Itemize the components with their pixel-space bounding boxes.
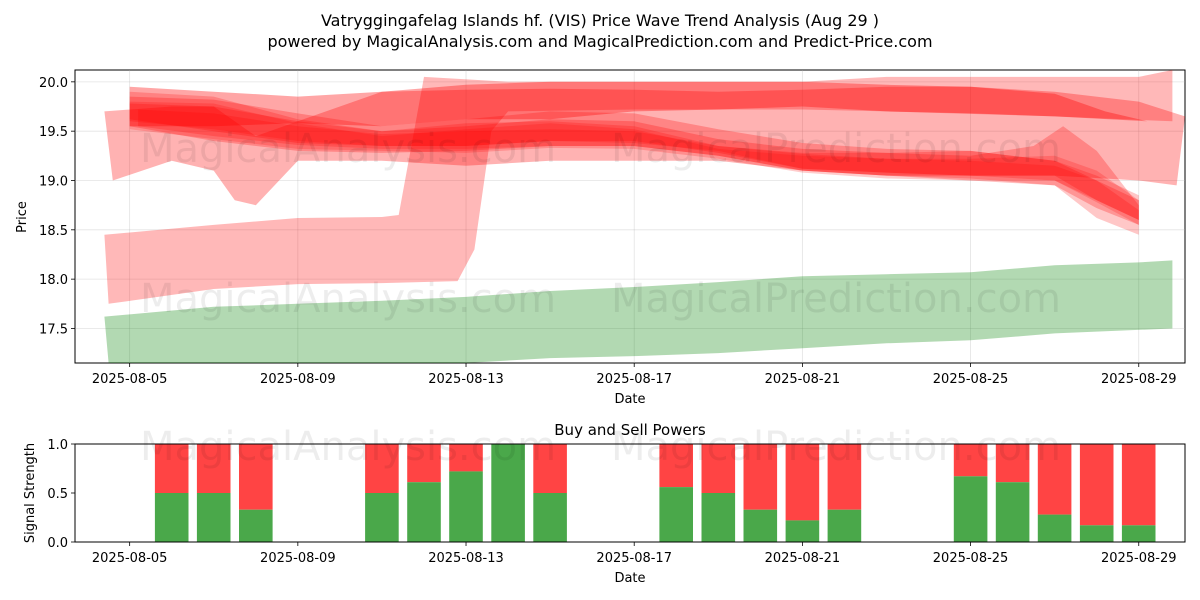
watermark-left: MagicalAnalysis.com [140, 126, 556, 172]
buy-power-bar [154, 493, 189, 542]
sell-power-bar [1121, 444, 1156, 526]
buy-power-bar [827, 509, 862, 542]
watermark-bottom-right: MagicalPrediction.com [611, 424, 1061, 470]
price-x-tick-label: 2025-08-13 [428, 372, 504, 387]
buy-power-bar [953, 476, 988, 542]
red-prediction-band-4 [129, 103, 1139, 220]
signal-axis-ticks: 2025-08-05 2025-08-09 2025-08-13 2025-08-17… [47, 438, 1176, 566]
chart-title-line1: Vatryggingafelag Islands hf. (VIS) Price… [321, 11, 879, 30]
sell-power-bar [365, 444, 399, 493]
buy-power-bar [533, 493, 567, 542]
red-prediction-band-2 [129, 81, 1148, 127]
price-grid [75, 70, 1185, 363]
sell-power-bar [827, 444, 862, 510]
price-y-tick-label: 20.0 [39, 76, 68, 91]
signal-chart-title: Buy and Sell Powers [554, 421, 706, 439]
watermark-right-lower: MagicalPrediction.com [611, 276, 1061, 322]
sell-power-bar [239, 444, 273, 510]
signal-y-axis-label: Signal Strength [23, 443, 38, 543]
sell-power-bar [953, 444, 988, 477]
sell-power-bar [154, 444, 189, 493]
sell-power-bar [659, 444, 693, 488]
green-prediction-band-8 [104, 260, 1173, 363]
buy-power-bar [491, 444, 525, 542]
buy-power-bar [1079, 525, 1114, 542]
price-y-tick-label: 18.5 [39, 224, 68, 239]
sell-power-bar [196, 444, 231, 493]
signal-y-tick-label: 0.5 [47, 487, 68, 502]
buy-power-bar [449, 471, 483, 542]
buy-power-bar [1121, 525, 1156, 542]
price-x-tick-label: 2025-08-21 [765, 372, 841, 387]
buy-power-bar [407, 482, 441, 542]
signal-y-tick-label: 0.0 [47, 536, 68, 551]
signal-x-tick-label: 2025-08-13 [428, 551, 504, 566]
price-x-tick-label: 2025-08-09 [260, 372, 336, 387]
price-bands [104, 70, 1185, 363]
sell-power-bar [743, 444, 778, 510]
price-y-tick-label: 17.5 [39, 322, 68, 337]
red-prediction-band-0 [104, 70, 1173, 304]
price-x-axis-label: Date [614, 392, 645, 407]
buy-power-bar [659, 487, 693, 542]
price-chart: MagicalAnalysis.com MagicalPrediction.co… [15, 69, 1186, 407]
price-axis-ticks: 2025-08-05 2025-08-09 2025-08-13 2025-08-17… [39, 76, 1176, 387]
price-x-tick-label: 2025-08-29 [1101, 372, 1177, 387]
signal-x-tick-label: 2025-08-25 [933, 551, 1009, 566]
sell-power-bar [1079, 444, 1114, 526]
signal-y-tick-label: 1.0 [47, 438, 68, 453]
sell-power-bar [449, 444, 483, 472]
red-prediction-band-7 [129, 101, 1139, 225]
red-prediction-band-5 [138, 109, 1139, 235]
sell-power-bar [407, 444, 441, 483]
sell-power-bar [785, 444, 820, 521]
buy-power-bar [1037, 514, 1072, 542]
signal-bars [154, 444, 1156, 542]
buy-power-bar [365, 493, 399, 542]
watermark-bottom-left: MagicalAnalysis.com [140, 424, 556, 470]
red-prediction-band-6 [129, 91, 1139, 220]
watermark-left-lower: MagicalAnalysis.com [140, 276, 556, 322]
buy-power-bar [196, 493, 231, 542]
buy-power-bar [701, 493, 736, 542]
sell-power-bar [995, 444, 1030, 483]
price-y-tick-label: 19.0 [39, 174, 68, 189]
price-y-axis-label: Price [15, 201, 30, 233]
price-plot-frame [74, 69, 1186, 364]
signal-x-tick-label: 2025-08-09 [260, 551, 336, 566]
red-prediction-band-3 [129, 96, 1139, 225]
signal-x-tick-label: 2025-08-29 [1101, 551, 1177, 566]
signal-x-axis-label: Date [614, 571, 645, 586]
price-y-tick-label: 19.5 [39, 125, 68, 140]
signal-x-tick-label: 2025-08-05 [92, 551, 168, 566]
buy-power-bar [995, 482, 1030, 542]
watermark-right: MagicalPrediction.com [611, 126, 1061, 172]
signal-x-tick-label: 2025-08-21 [765, 551, 841, 566]
price-y-tick-label: 18.0 [39, 273, 68, 288]
sell-power-bar [533, 444, 567, 493]
price-x-tick-label: 2025-08-05 [92, 372, 168, 387]
signal-x-tick-label: 2025-08-17 [596, 551, 672, 566]
buy-power-bar [785, 520, 820, 542]
buy-power-bar [743, 509, 778, 542]
sell-power-bar [1037, 444, 1072, 515]
sell-power-bar [701, 444, 736, 493]
chart-title-line2: powered by MagicalAnalysis.com and Magic… [267, 32, 932, 51]
price-x-tick-label: 2025-08-25 [933, 372, 1009, 387]
buy-power-bar [239, 509, 273, 542]
red-prediction-band-1 [104, 86, 1185, 206]
price-x-tick-label: 2025-08-17 [596, 372, 672, 387]
signal-chart: Buy and Sell Powers MagicalAnalysis.com … [23, 421, 1186, 586]
